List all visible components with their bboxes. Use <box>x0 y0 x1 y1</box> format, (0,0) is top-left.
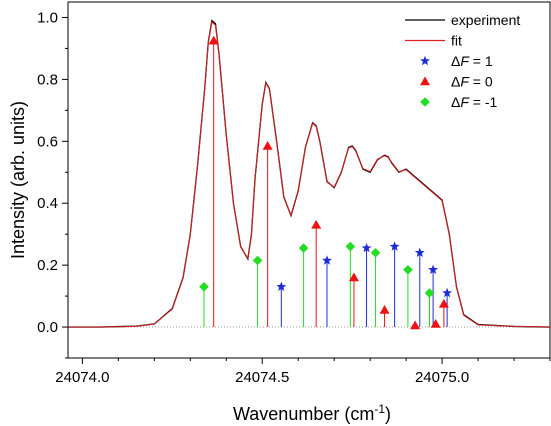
stick-marker-2-5 <box>403 264 413 275</box>
y-tick-label-4: 0.8 <box>37 71 58 88</box>
legend-label-fit: fit <box>451 33 462 49</box>
plot-frame <box>67 1 551 359</box>
stick-marker-2-4 <box>370 247 381 258</box>
y-tick-label-5: 1.0 <box>37 9 58 26</box>
stick-marker-2-0 <box>199 282 209 292</box>
x-axis-title-superscript: -1 <box>374 402 385 416</box>
stick-marker-0-2 <box>361 242 372 253</box>
stick-marker-1-6 <box>430 318 441 328</box>
stick-series-layer <box>203 40 448 328</box>
legend-label-1: ΔF = 0 <box>451 74 493 90</box>
x-axis-title: Wavenumber (cm-1) <box>233 402 391 424</box>
stick-marker-1-0 <box>208 35 219 45</box>
x-tick-label-1: 24074.5 <box>235 369 289 386</box>
stick-marker-2-3 <box>345 241 356 252</box>
stick-marker-0-4 <box>414 247 425 257</box>
legend-label-experiment: experiment <box>451 12 520 28</box>
stick-marker-0-5 <box>428 264 439 274</box>
legend-label-2: ΔF = -1 <box>451 94 498 110</box>
line-series-layer <box>68 19 551 328</box>
line-series-fit <box>68 21 551 328</box>
stick-marker-1-2 <box>311 219 322 229</box>
stick-marker-2-1 <box>252 255 263 266</box>
marker-layer <box>199 35 453 330</box>
stick-marker-0-0 <box>276 281 287 292</box>
axis-ticks-layer: 24074.0 24074.5 24075.0 0.0 0.2 0.4 0.6 0.8 1.0 <box>37 9 551 386</box>
x-tick-label-2: 24075.0 <box>415 369 469 386</box>
stick-marker-1-3 <box>348 272 359 282</box>
legend: experiment fit ΔF = 1 ΔF = 0 ΔF = -1 <box>405 12 520 110</box>
stick-marker-0-1 <box>322 255 332 265</box>
legend-label-0: ΔF = 1 <box>451 53 493 69</box>
x-tick-label-0: 24074.0 <box>55 369 109 386</box>
y-tick-label-1: 0.2 <box>37 257 58 274</box>
x-axis-title-main: Wavenumber (cm <box>233 404 374 424</box>
x-axis-title-close: ) <box>385 404 391 424</box>
stick-marker-2-6 <box>424 288 435 298</box>
stick-marker-1-7 <box>438 298 449 308</box>
stick-marker-1-5 <box>410 320 421 330</box>
y-axis-title: Intensity (arb. units) <box>8 101 28 259</box>
legend-marker-1 <box>420 76 430 86</box>
stick-marker-2-2 <box>298 243 309 253</box>
y-tick-label-2: 0.4 <box>37 195 58 212</box>
y-tick-label-3: 0.6 <box>37 133 58 150</box>
legend-marker-0 <box>420 55 430 66</box>
legend-marker-2 <box>420 97 430 107</box>
stick-marker-0-6 <box>442 287 453 298</box>
stick-marker-1-1 <box>262 140 273 150</box>
stick-marker-1-4 <box>379 305 390 314</box>
y-tick-label-0: 0.0 <box>37 319 58 336</box>
stick-marker-0-3 <box>389 241 400 251</box>
